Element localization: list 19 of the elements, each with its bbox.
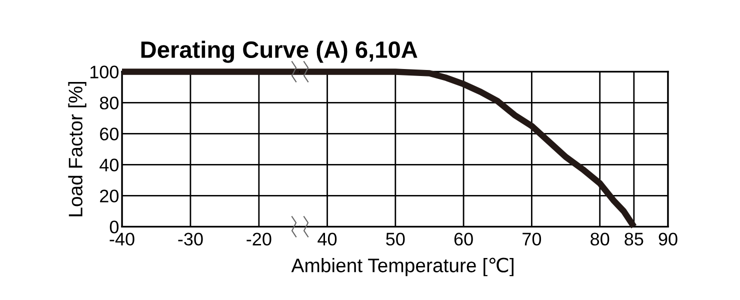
x-tick-label: 70 [522, 232, 542, 246]
y-tick-label: 100 [90, 66, 119, 78]
x-tick-label: 90 [658, 232, 678, 246]
x-tick-label: 50 [386, 232, 405, 246]
y-tick-label: 40 [100, 158, 119, 172]
x-tick-label: 80 [590, 232, 610, 246]
x-tick-label: 85 [624, 232, 644, 246]
x-tick-label: 40 [318, 232, 337, 246]
y-axis-title: Load Factor [%] [68, 82, 86, 216]
x-tick-label: 60 [454, 232, 473, 246]
y-tick-label: 20 [100, 190, 119, 202]
chart-title: Derating Curve (A) 6,10A [141, 40, 418, 63]
x-tick-label: -30 [178, 232, 203, 246]
y-tick-label: 60 [100, 128, 119, 140]
y-tick-label: 0 [110, 220, 119, 234]
x-tick-label: -20 [246, 232, 272, 246]
x-tick-label: -40 [110, 232, 134, 246]
y-tick-label: 80 [100, 96, 119, 110]
x-axis-title: Ambient Temperature [℃] [291, 258, 514, 276]
